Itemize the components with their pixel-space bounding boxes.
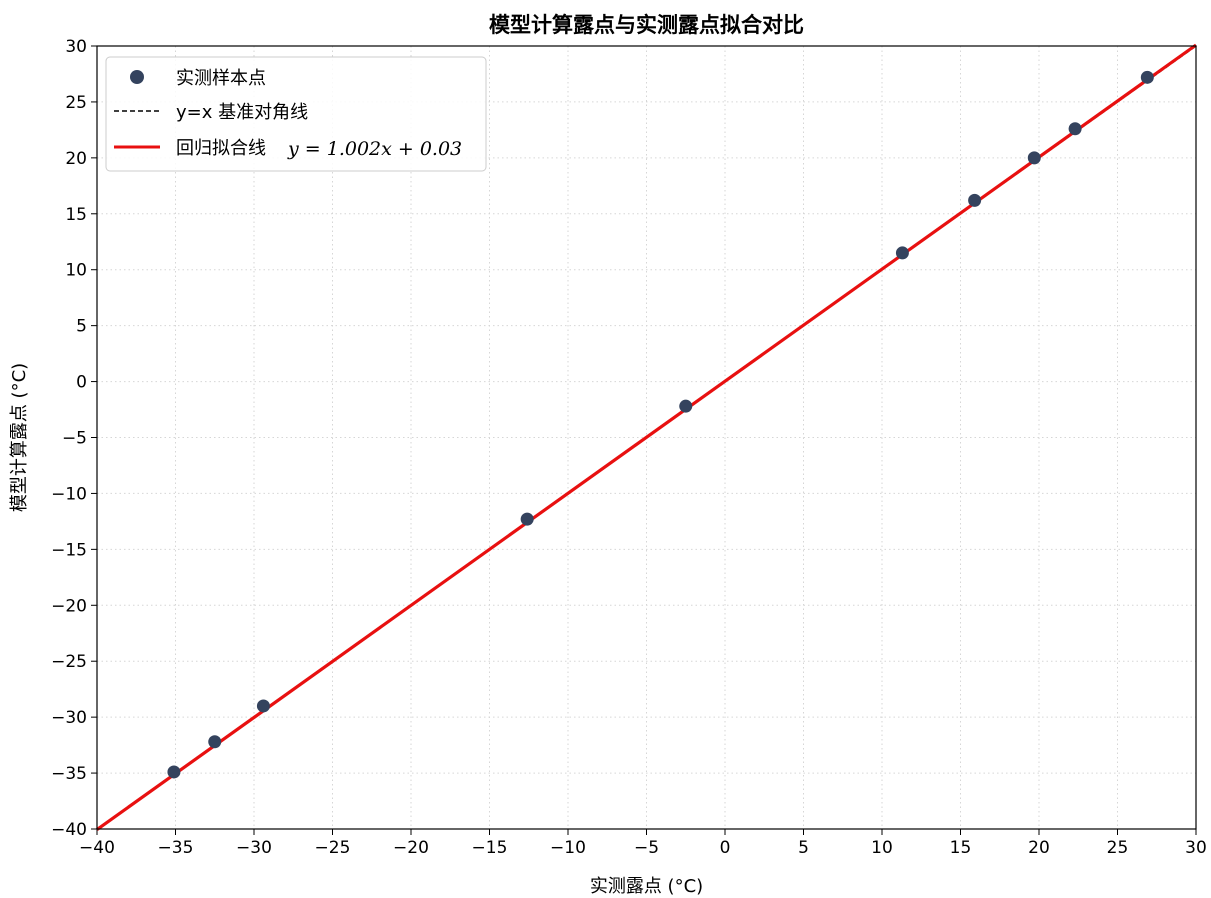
y-tick-label: −25 xyxy=(51,652,87,672)
x-axis-title: 实测露点 (°C) xyxy=(590,876,703,897)
x-tick-label: 10 xyxy=(871,838,893,858)
y-tick-label: −35 xyxy=(51,764,87,784)
y-tick-label: 20 xyxy=(65,149,87,169)
x-tick-label: −20 xyxy=(393,838,429,858)
y-tick-label: 30 xyxy=(65,37,87,57)
x-axis-ticks: −40 −35 −30 −25 −20 −15 −10 −5 0 5 10 15 20 25 30 xyxy=(79,829,1207,858)
x-tick-label: 15 xyxy=(950,838,972,858)
x-tick-label: 20 xyxy=(1028,838,1050,858)
y-tick-label: −15 xyxy=(51,540,87,560)
x-tick-label: −15 xyxy=(472,838,508,858)
legend-label-fit: 回归拟合线 xyxy=(176,138,266,159)
chart-title: 模型计算露点与实测露点拟合对比 xyxy=(489,13,804,37)
x-tick-label: 5 xyxy=(798,838,809,858)
legend-label-diagonal: y=x 基准对角线 xyxy=(176,102,308,123)
y-tick-label: −10 xyxy=(51,484,87,504)
y-tick-label: 10 xyxy=(65,261,87,281)
y-tick-label: −20 xyxy=(51,596,87,616)
y-tick-label: −40 xyxy=(51,820,87,840)
x-tick-label: 0 xyxy=(720,838,731,858)
scatter-point xyxy=(208,735,222,749)
legend-label-scatter: 实测样本点 xyxy=(176,68,266,89)
scatter-points xyxy=(167,70,1154,779)
x-tick-label: −25 xyxy=(315,838,351,858)
legend-label-fit-equation: y = 1.002x + 0.03 xyxy=(287,138,462,160)
fit-line xyxy=(96,43,1197,831)
scatter-point xyxy=(1140,70,1154,84)
x-tick-label: −35 xyxy=(158,838,194,858)
scatter-point xyxy=(1027,151,1041,165)
y-axis-ticks: −40 −35 −30 −25 −20 −15 −10 −5 0 5 10 15 20 25 30 xyxy=(51,37,97,840)
y-tick-label: 5 xyxy=(76,317,87,337)
scatter-point xyxy=(968,193,982,207)
x-tick-label: 30 xyxy=(1185,838,1207,858)
x-tick-label: −5 xyxy=(634,838,659,858)
fit-line-layer xyxy=(96,43,1197,831)
x-tick-label: 25 xyxy=(1107,838,1129,858)
scatter-point xyxy=(167,765,181,779)
scatter-point xyxy=(895,246,909,260)
legend: 实测样本点 y=x 基准对角线 回归拟合线 y = 1.002x + 0.03 xyxy=(105,56,487,172)
scatter-point xyxy=(1068,122,1082,136)
x-tick-label: −10 xyxy=(550,838,586,858)
scatter-point xyxy=(679,399,693,413)
legend-marker-scatter xyxy=(130,70,144,84)
y-axis-title: 模型计算露点 (°C) xyxy=(9,363,30,512)
y-tick-label: −30 xyxy=(51,708,87,728)
legend-box xyxy=(105,56,487,172)
y-tick-label: 0 xyxy=(76,373,87,393)
y-tick-label: 25 xyxy=(65,93,87,113)
y-tick-label: −5 xyxy=(62,429,87,449)
scatter-point xyxy=(256,699,270,713)
x-tick-label: −40 xyxy=(79,838,115,858)
scatter-point xyxy=(520,512,534,526)
y-tick-label: 15 xyxy=(65,205,87,225)
x-tick-label: −30 xyxy=(236,838,272,858)
